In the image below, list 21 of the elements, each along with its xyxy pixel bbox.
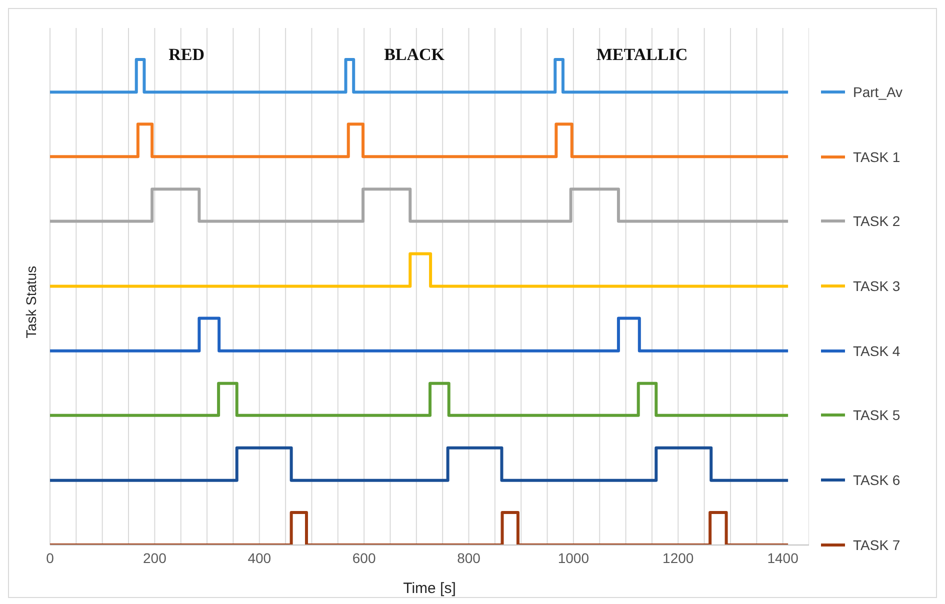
legend-label: TASK 5 (853, 407, 900, 424)
legend-label: Part_Av (853, 84, 903, 100)
legend-label: TASK 1 (853, 148, 900, 165)
x-tick-label: 600 (352, 550, 376, 566)
legend-label: TASK 7 (853, 537, 900, 553)
legend-label: TASK 4 (853, 342, 900, 359)
annotation: RED (168, 45, 205, 65)
x-tick-label: 1000 (558, 550, 590, 566)
legend-label: TASK 2 (853, 213, 900, 230)
x-tick-label: 0 (46, 550, 54, 566)
legend-label: TASK 3 (853, 278, 900, 294)
x-tick-label: 1400 (767, 550, 799, 566)
x-axis-title: Time [s] (403, 580, 456, 597)
x-tick-label: 400 (248, 550, 272, 566)
legend-label: TASK 6 (853, 472, 900, 488)
x-tick-label: 200 (143, 550, 167, 566)
x-tick-label: 800 (457, 550, 481, 566)
x-tick-label: 1200 (662, 550, 694, 566)
annotation: BLACK (384, 45, 445, 65)
annotation: METALLIC (596, 45, 688, 65)
y-axis-title: Task Status (23, 266, 39, 338)
